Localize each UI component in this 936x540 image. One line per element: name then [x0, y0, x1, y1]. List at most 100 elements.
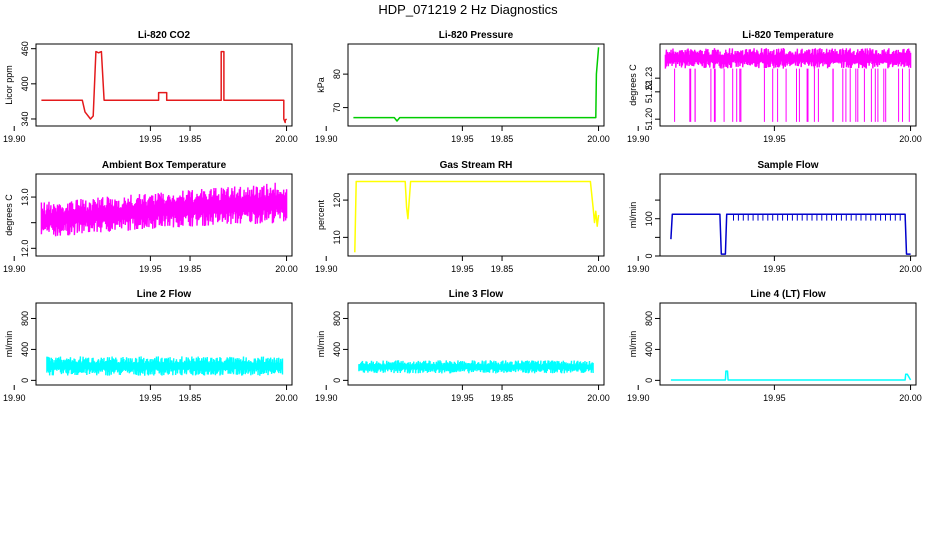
- x-tick-label: 20.00: [275, 134, 298, 144]
- y-axis-label: degrees C: [4, 194, 14, 236]
- y-tick-label: 51.20: [644, 108, 654, 131]
- y-axis-label: ml/min: [316, 331, 326, 358]
- x-tick-label: 20.00: [899, 134, 922, 144]
- panel-1: Li-820 Pressure kPa 19.85 19.90 19.95 20.00 70…: [179, 30, 610, 144]
- x-tick-label: 20.00: [275, 393, 298, 403]
- x-tick-label: 20.00: [899, 393, 922, 403]
- panel-7: Line 3 Flow ml/min 19.85 19.90 19.95 20.00 0 40…: [179, 289, 610, 403]
- panel-2: Li-820 Temperature degrees C 19.85 19.90 19.…: [491, 30, 922, 144]
- y-tick-label: 0: [332, 378, 342, 383]
- x-tick-label: 19.95: [763, 264, 786, 274]
- series-line: [670, 370, 912, 381]
- plot-frame: [35, 173, 293, 257]
- y-tick-label: 0: [20, 378, 30, 383]
- panels-group: Li-820 CO2 Licor ppm 19.85 19.90 19.95 20.00 3…: [3, 30, 922, 403]
- series-line: [41, 50, 288, 124]
- series-line: [40, 182, 288, 237]
- panel-6: Line 2 Flow ml/min 19.85 19.90 19.95 20.00 0 40…: [3, 289, 298, 403]
- panel-4: Gas Stream RH percent 19.85 19.90 19.95 20.00…: [179, 160, 610, 274]
- y-tick-label: 800: [20, 311, 30, 326]
- x-tick-label: 19.95: [451, 134, 474, 144]
- x-tick-label: 19.90: [315, 264, 338, 274]
- x-tick-label: 19.90: [3, 134, 26, 144]
- x-tick-label: 19.95: [451, 393, 474, 403]
- plot-frame: [659, 173, 917, 257]
- panel-title: Line 3 Flow: [449, 289, 504, 300]
- x-tick-label: 19.90: [627, 264, 650, 274]
- y-tick-label: 0: [644, 378, 654, 383]
- series-line: [664, 48, 912, 69]
- y-tick-label: 400: [332, 342, 342, 357]
- x-tick-label: 19.90: [627, 393, 650, 403]
- x-tick-label: 19.90: [315, 393, 338, 403]
- panel-3: Ambient Box Temperature degrees C 19.85 19.…: [3, 160, 298, 274]
- panel-title: Li-820 CO2: [138, 30, 191, 41]
- panel-8: Line 4 (LT) Flow ml/min 19.85 19.90 19.95 20.…: [491, 289, 922, 403]
- y-tick-label: 110: [332, 230, 342, 244]
- x-tick-label: 19.85: [179, 264, 202, 274]
- panel-title: Gas Stream RH: [440, 160, 513, 171]
- series-line: [670, 213, 911, 255]
- series-line: [46, 356, 284, 376]
- y-tick-label: 51.23: [644, 67, 654, 90]
- panel-title: Line 2 Flow: [137, 289, 192, 300]
- x-tick-label: 19.90: [315, 134, 338, 144]
- series-spikes: [674, 68, 910, 122]
- panel-title: Li-820 Temperature: [742, 30, 834, 41]
- y-tick-label: 12.0: [20, 240, 30, 258]
- x-tick-label: 20.00: [587, 393, 610, 403]
- y-tick-label: 51.22: [644, 81, 654, 104]
- plot-frame: [347, 302, 605, 386]
- x-tick-label: 19.85: [491, 264, 514, 274]
- x-tick-label: 20.00: [587, 264, 610, 274]
- x-tick-label: 19.95: [763, 134, 786, 144]
- series-line: [354, 180, 600, 253]
- plot-frame: [35, 302, 293, 386]
- figure-title: HDP_071219 2 Hz Diagnostics: [378, 2, 558, 17]
- x-tick-label: 19.95: [451, 264, 474, 274]
- y-axis-label: Licor ppm: [4, 65, 14, 105]
- x-tick-label: 20.00: [275, 264, 298, 274]
- x-tick-label: 19.85: [491, 393, 514, 403]
- y-tick-label: 400: [20, 342, 30, 357]
- y-axis-label: ml/min: [4, 331, 14, 358]
- y-tick-label: 0: [644, 253, 654, 258]
- x-tick-label: 19.95: [763, 393, 786, 403]
- series-dips: [733, 214, 906, 221]
- y-tick-label: 70: [332, 103, 342, 113]
- x-tick-label: 19.85: [179, 134, 202, 144]
- series-line: [353, 47, 600, 122]
- y-axis-label: degrees C: [628, 64, 638, 106]
- y-tick-label: 120: [332, 193, 342, 208]
- y-tick-label: 800: [332, 311, 342, 326]
- y-axis-label: ml/min: [628, 331, 638, 358]
- x-tick-label: 19.90: [627, 134, 650, 144]
- y-axis-label: ml/min: [628, 202, 638, 229]
- x-tick-label: 19.85: [491, 134, 514, 144]
- panel-0: Li-820 CO2 Licor ppm 19.85 19.90 19.95 20.00 3…: [3, 30, 298, 144]
- y-axis-label: percent: [316, 199, 326, 230]
- plot-frame: [659, 43, 917, 127]
- x-tick-label: 19.95: [139, 393, 162, 403]
- series-line: [358, 360, 594, 374]
- y-tick-label: 400: [644, 342, 654, 357]
- y-tick-label: 80: [332, 69, 342, 79]
- plot-frame: [35, 43, 293, 127]
- x-tick-label: 19.95: [139, 264, 162, 274]
- x-tick-label: 20.00: [587, 134, 610, 144]
- x-tick-label: 19.90: [3, 393, 26, 403]
- x-tick-label: 19.85: [179, 393, 202, 403]
- x-tick-label: 20.00: [899, 264, 922, 274]
- panel-title: Sample Flow: [757, 160, 818, 171]
- panel-title: Li-820 Pressure: [439, 30, 514, 41]
- x-tick-label: 19.95: [139, 134, 162, 144]
- y-tick-label: 340: [20, 111, 30, 126]
- x-tick-label: 19.90: [3, 264, 26, 274]
- panel-title: Line 4 (LT) Flow: [750, 289, 826, 300]
- y-tick-label: 460: [20, 41, 30, 56]
- plot-frame: [347, 43, 605, 127]
- y-tick-label: 400: [20, 76, 30, 91]
- y-tick-label: 13.0: [20, 188, 30, 206]
- plot-frame: [659, 302, 917, 386]
